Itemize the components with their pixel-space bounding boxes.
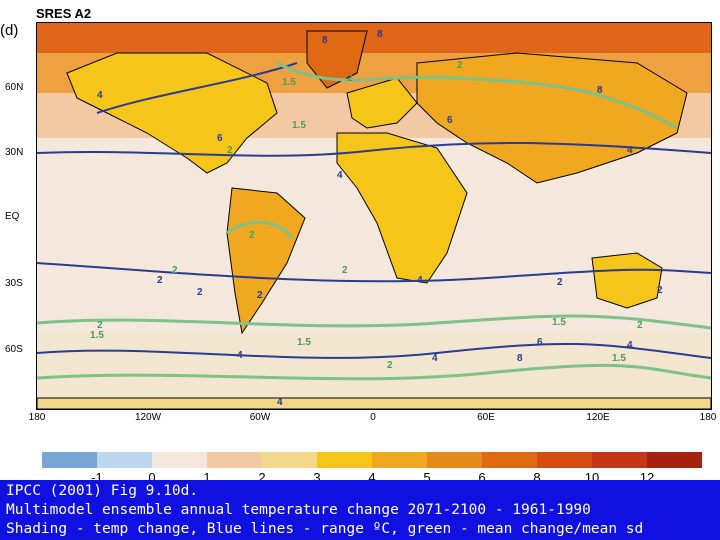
blue-label-1: 8 <box>377 29 383 40</box>
blue-label-3: 6 <box>447 115 453 126</box>
colorbar-tick-label: 4 <box>368 470 376 485</box>
colorbar-swatch-2 <box>97 452 152 468</box>
colorbar-swatch-1 <box>42 452 97 468</box>
caption-line-2: Multimodel ensemble annual temperature c… <box>6 502 591 518</box>
blue-label-6: 6 <box>217 133 223 144</box>
colorbar-swatch-11 <box>592 452 647 468</box>
blue-label-12: 2 <box>657 285 663 296</box>
lat-label-60s: 60S <box>5 344 23 355</box>
lon-label-120e: 120E <box>586 412 610 423</box>
green-label-2: 1.5 <box>282 77 296 88</box>
blue-label-17: 8 <box>517 353 523 364</box>
colorbar-swatch-7 <box>372 452 427 468</box>
green-label-6: 2 <box>249 230 255 241</box>
blue-label-19: 2 <box>157 275 163 286</box>
asia <box>416 52 688 184</box>
blue-label-5: 4 <box>627 145 633 156</box>
green-contour-labels: 2 1.5 1.5 2 2 2 2 2 1.5 1.5 2 2 2 1.5 1.… <box>90 60 643 371</box>
colorbar-swatch-10 <box>537 452 592 468</box>
colorbar <box>42 452 702 468</box>
colorbar-tick-label: 0 <box>148 470 156 485</box>
green-label-12: 2 <box>637 320 643 331</box>
blue-label-2: 8 <box>322 35 328 46</box>
green-label-3: 1.5 <box>292 120 306 131</box>
blue-contour-labels: 8 8 6 4 4 6 4 4 2 2 2 2 4 4 4 6 8 4 2 8 <box>97 29 663 408</box>
blue-label-15: 4 <box>627 340 633 351</box>
blue-label-8: 4 <box>417 275 423 286</box>
band-arctic <box>37 23 711 53</box>
green-label-10: 1.5 <box>297 337 311 348</box>
blue-range-contours <box>37 62 711 359</box>
blue-label-18: 4 <box>277 397 283 408</box>
blue-label-9: 2 <box>557 277 563 288</box>
blue-label-11: 2 <box>257 290 263 301</box>
green-label-13: 2 <box>387 360 393 371</box>
africa <box>336 132 468 284</box>
colorbar-tick-label: 5 <box>423 470 431 485</box>
colorbar-swatch-8 <box>427 452 482 468</box>
colorbar-swatch-3 <box>152 452 207 468</box>
temperature-change-map: 8 8 6 4 4 6 4 4 2 2 2 2 4 4 4 6 8 4 2 8 … <box>36 22 712 410</box>
colorbar-swatch-4 <box>207 452 262 468</box>
lon-label-60w: 60W <box>249 412 271 423</box>
colorbar-tick-label: 1 <box>203 470 211 485</box>
australia <box>591 252 663 309</box>
lat-label-30n: 30N <box>5 147 24 158</box>
panel-label: (d) <box>0 22 19 39</box>
colorbar-swatch-12 <box>647 452 702 468</box>
blue-label-20: 8 <box>597 85 603 96</box>
colorbar-swatch-6 <box>317 452 372 468</box>
caption-line-3: Shading - temp change, Blue lines - rang… <box>6 521 644 537</box>
scenario-title: SRES A2 <box>36 6 92 21</box>
colorbar-swatch-9 <box>482 452 537 468</box>
green-label-15: 1.5 <box>612 353 626 364</box>
colorbar-tick-label: 2 <box>258 470 266 485</box>
colorbar-tick-label: 6 <box>478 470 486 485</box>
blue-label-10: 2 <box>197 287 203 298</box>
blue-label-4: 4 <box>97 90 103 101</box>
colorbar-tick-label: -1 <box>91 470 103 485</box>
green-label-1: 2 <box>457 60 463 71</box>
blue-label-7: 4 <box>337 170 343 181</box>
green-label-14: 1.5 <box>552 317 566 328</box>
lon-label-60e: 60E <box>477 412 495 423</box>
blue-label-16: 6 <box>537 337 543 348</box>
caption-line-1: IPCC (2001) Fig 9.10d. <box>6 483 199 499</box>
lon-label-180w: 180 <box>28 412 46 423</box>
north-america <box>66 52 278 174</box>
lat-label-eq: EQ <box>5 211 20 222</box>
antarctica <box>37 397 711 409</box>
colorbar-swatch-5 <box>262 452 317 468</box>
blue-label-13: 4 <box>237 350 243 361</box>
lon-label-120w: 120W <box>134 412 162 423</box>
lat-label-60n: 60N <box>5 82 24 93</box>
green-label-11: 2 <box>97 320 103 331</box>
colorbar-tick-label: 8 <box>533 470 541 485</box>
caption-box: IPCC (2001) Fig 9.10d. Multimodel ensemb… <box>0 480 720 540</box>
lon-label-180e: 180 <box>699 412 717 423</box>
green-label-8: 2 <box>342 265 348 276</box>
lat-label-30s: 30S <box>5 278 23 289</box>
green-signal-contours <box>37 61 711 381</box>
green-label-5: 2 <box>227 145 233 156</box>
green-label-7: 2 <box>172 265 178 276</box>
colorbar-tick-label: 3 <box>313 470 321 485</box>
lon-label-0: 0 <box>370 412 376 423</box>
blue-label-14: 4 <box>432 353 438 364</box>
green-label-9: 1.5 <box>90 330 104 341</box>
green-label-4: 2 <box>347 73 353 84</box>
